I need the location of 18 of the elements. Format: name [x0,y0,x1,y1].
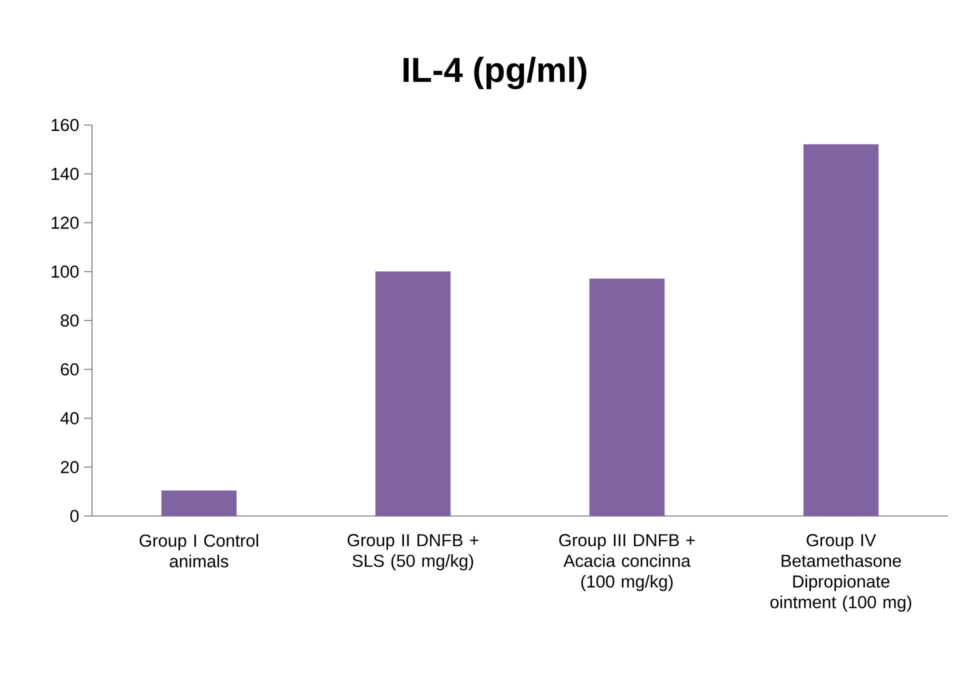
y-tick-label: 0 [70,510,79,522]
y-tick-label: 40 [60,412,79,424]
bar [803,144,879,516]
y-tick-label: 140 [52,168,79,180]
x-tick-label: Group II DNFB + SLS (50 mg/kg) [348,534,478,570]
y-tick-label: 160 [52,118,79,132]
bar [375,271,451,516]
bar [161,490,237,516]
y-tick-label: 100 [52,265,79,278]
y-tick-label: 20 [60,460,79,474]
y-tick-label: 120 [52,216,79,229]
x-tick-label: Group III DNFB + Acacia concinna (100 mg/kg) [559,534,695,592]
x-tick-label: Group I Control animals [140,534,258,568]
y-tick-label: 80 [60,314,79,327]
x-tick-label: Group IV Betamethasone Dipropionate ointment (100 mg) [770,534,912,612]
y-tick-label: 60 [60,363,79,376]
bar [589,278,665,516]
chart-title: IL-4 (pg/ml) [404,56,586,90]
